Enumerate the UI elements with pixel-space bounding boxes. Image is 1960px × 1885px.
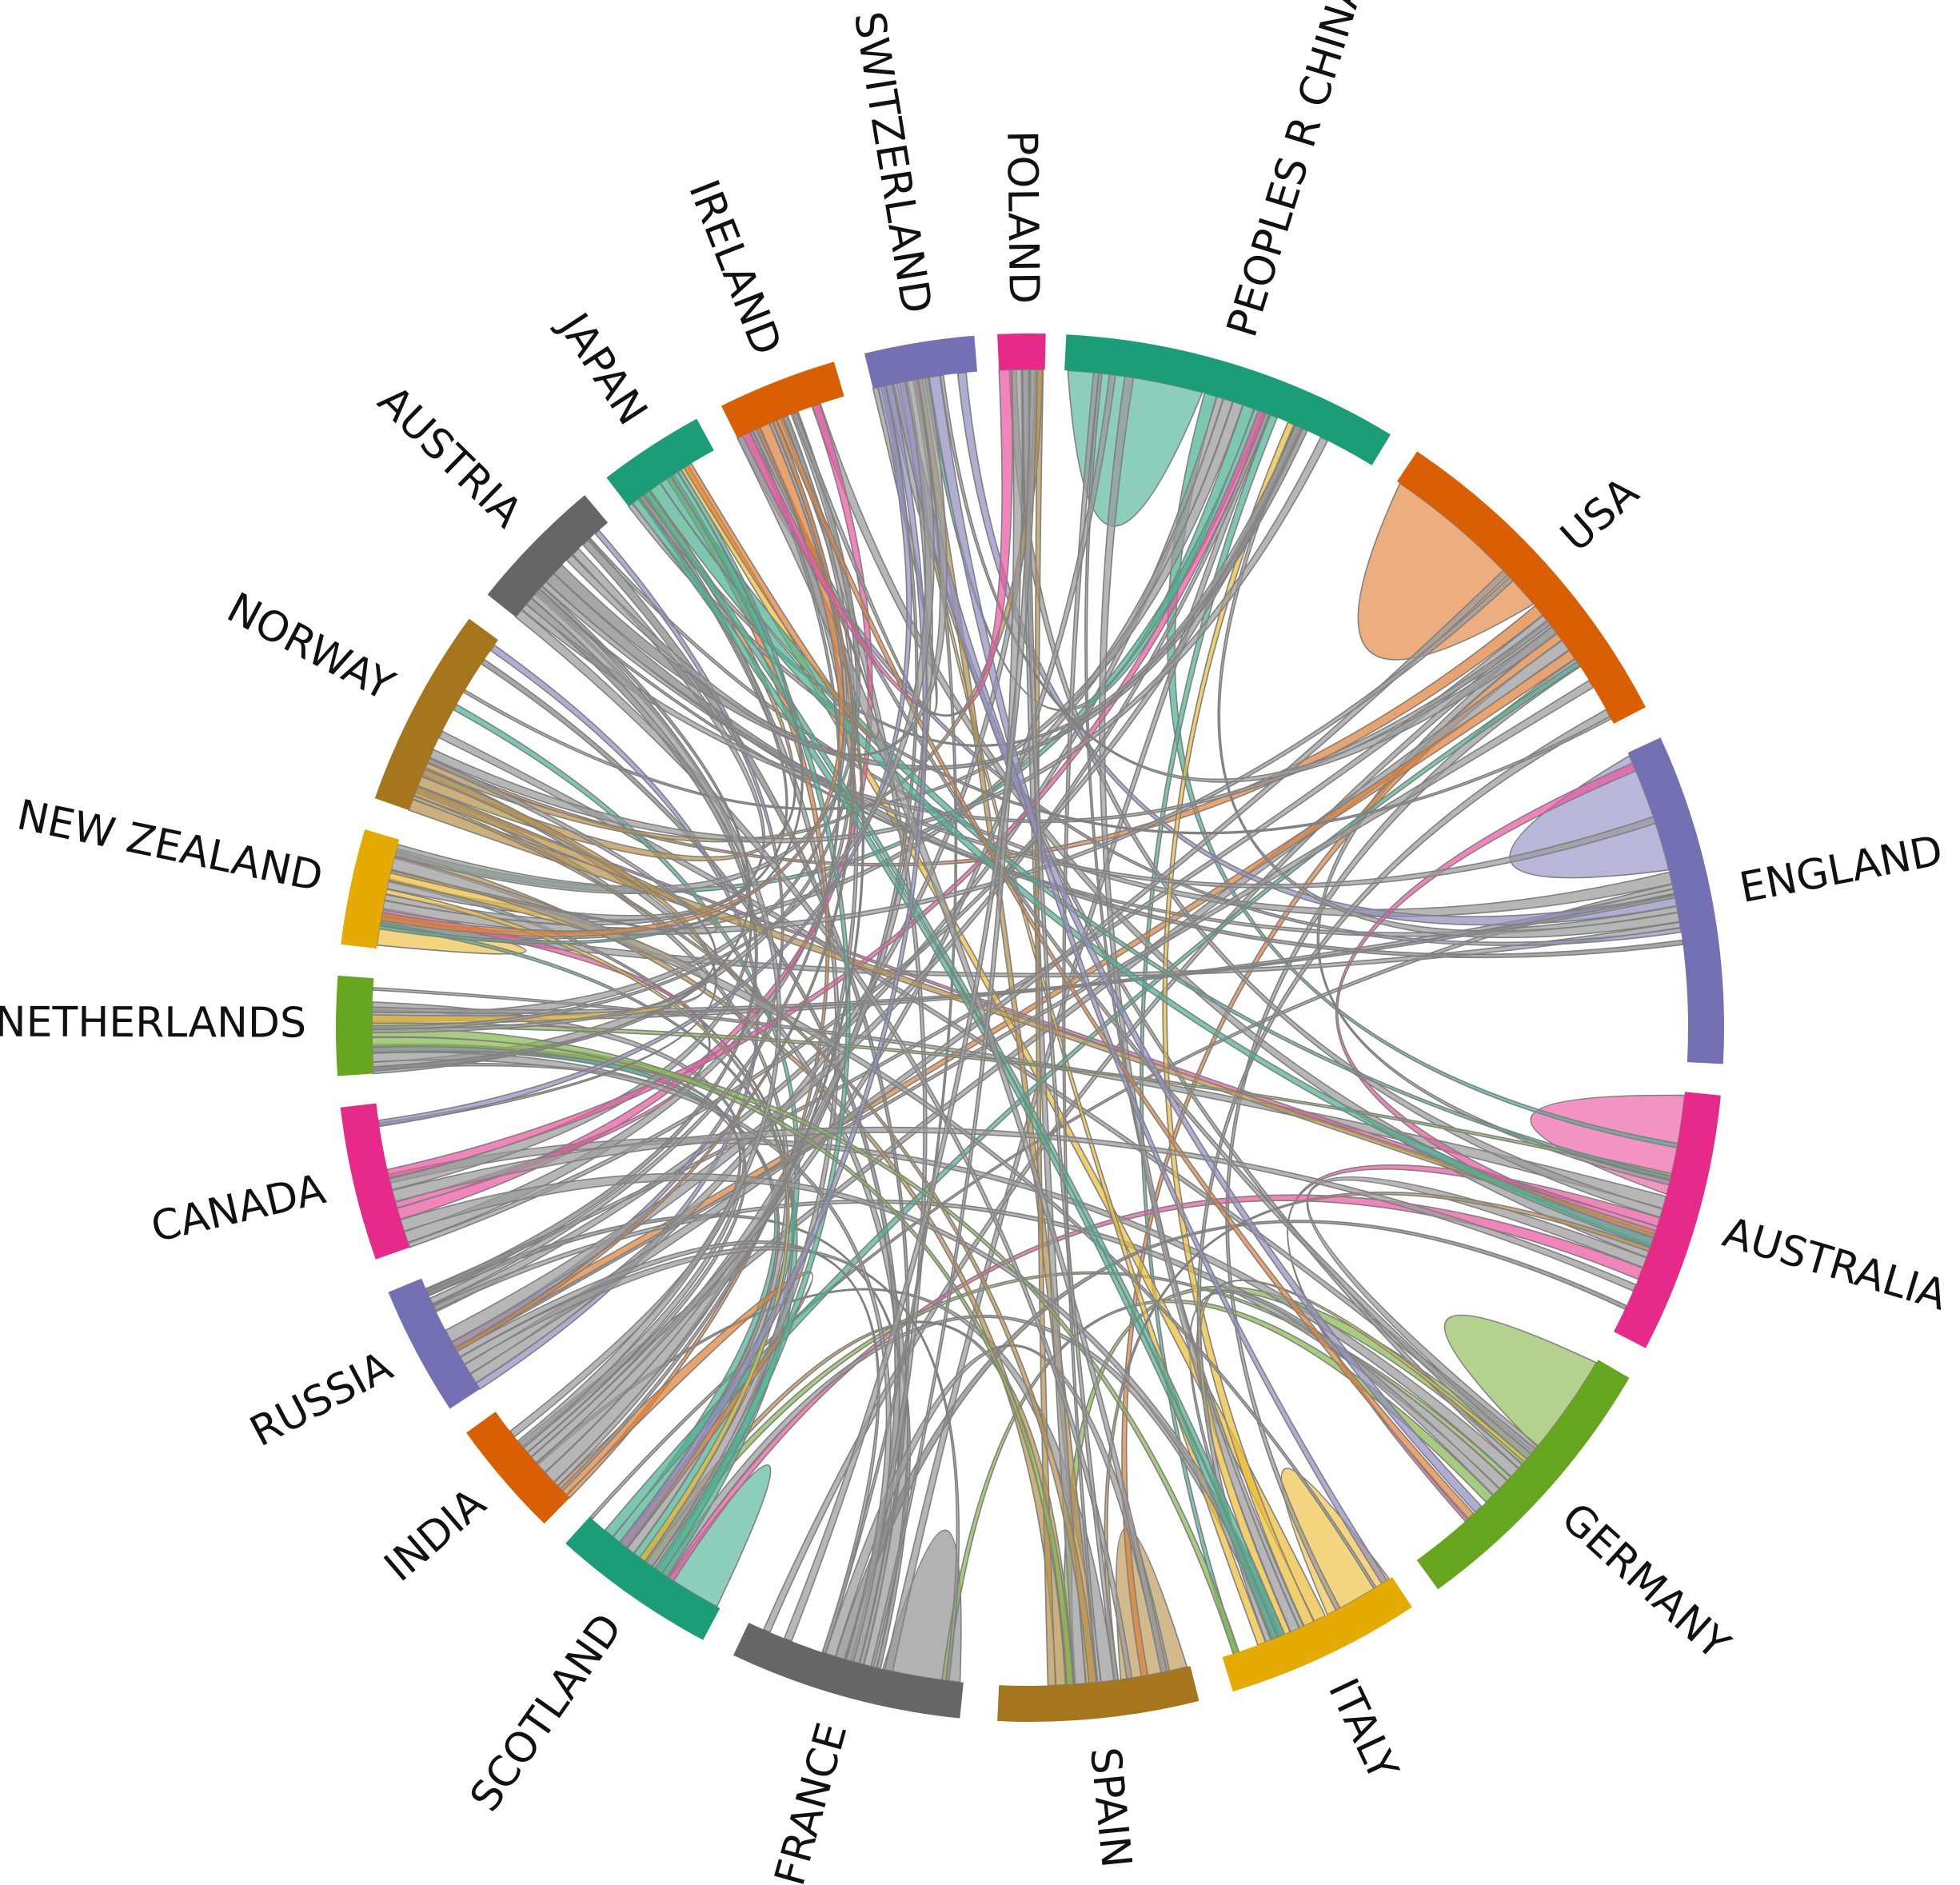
ribbon-japan-to-new-zealand [378,468,804,944]
ribbon-layer [371,369,1686,1687]
ribbon-austria-to-spain [514,609,1133,1679]
arc-netherlands [336,975,374,1076]
label-russia: RUSSIA [242,1342,400,1456]
ribbon-austria-to-england [545,573,1684,959]
arc-australia [1614,1092,1721,1348]
ribbon-poland-to-france [783,369,1038,1643]
arc-scotland [565,1516,721,1640]
ribbon-netherlands-to-spain [371,1027,1074,1686]
ribbon-austria-to-india [517,588,782,1449]
arc-india [466,1412,570,1524]
label-germany: GERMANY [1552,1494,1738,1669]
ribbon-new-zealand-to-scotland [385,888,790,1563]
label-netherlands: NETHERLANDS [0,999,306,1048]
ribbon-netherlands-to-england [371,894,1676,1014]
arc-japan [606,418,714,506]
ribbon-australia-to-germany [1287,1164,1661,1523]
ribbon-canada-to-ireland [396,403,873,1220]
ribbon-france-to-australia [835,1220,1628,1660]
label-italy: ITALY [1319,1671,1407,1788]
arc-france [733,1623,964,1719]
arc-ireland [721,361,844,438]
arc-switzerland [864,335,977,389]
ribbon-england-to-switzerland [956,372,1678,926]
label-australia: AUSTRALIA [1718,1208,1952,1320]
ribbon-germany-internal [1443,1314,1598,1448]
label-poland: POLAND [997,130,1048,305]
label-japan: JAPAN [548,303,656,433]
arc-canada [340,1103,410,1260]
label-usa: USA [1552,468,1649,561]
label-france: FRANCE [766,1718,856,1885]
ribbon-ireland-to-japan [683,426,880,739]
arc-england [1627,737,1725,1064]
arc-usa [1397,451,1646,724]
arc-peoples-r-china [1064,334,1391,465]
ribbon-australia-to-england [1335,762,1656,1245]
arc-new-zealand [341,829,400,949]
arc-italy [1222,1577,1412,1692]
ribbon-netherlands-to-france [371,1052,892,1663]
label-england: ENGLAND [1736,827,1946,913]
arc-poland [997,333,1046,370]
arc-norway [374,618,499,810]
label-peoples-r-china: PEOPLES R CHINA [1218,0,1374,342]
arc-russia [388,1278,481,1409]
arc-germany [1416,1360,1630,1590]
label-canada: CANADA [147,1165,330,1252]
ribbon-norway-to-spain [412,795,1097,1684]
ribbon-russia-to-usa [464,569,1509,1375]
label-scotland: SCOTLAND [461,1605,633,1820]
label-austria: AUSTRIA [369,377,531,537]
arc-spain [997,1666,1200,1722]
label-ireland: IRELAND [679,174,790,361]
ribbon-russia-to-france [459,1246,960,1682]
arc-layer [336,333,1725,1722]
label-spain: SPAIN [1080,1745,1140,1870]
ribbon-australia-to-scotland [667,1194,1644,1582]
label-india: INDIA [376,1479,496,1591]
label-switzerland: SWITZERLAND [844,8,940,317]
label-norway: NORWAY [219,584,401,710]
ribbon-spain-to-peoples-r-china [1062,371,1102,1683]
ribbon-france-to-spain [824,1344,1171,1674]
ribbon-russia-to-france [456,1240,880,1655]
ribbon-japan-to-scotland [653,470,851,1575]
arc-austria [487,495,609,617]
ribbon-russia-to-usa [454,679,1595,1352]
label-new-zealand: NEW ZEALAND [13,791,327,901]
